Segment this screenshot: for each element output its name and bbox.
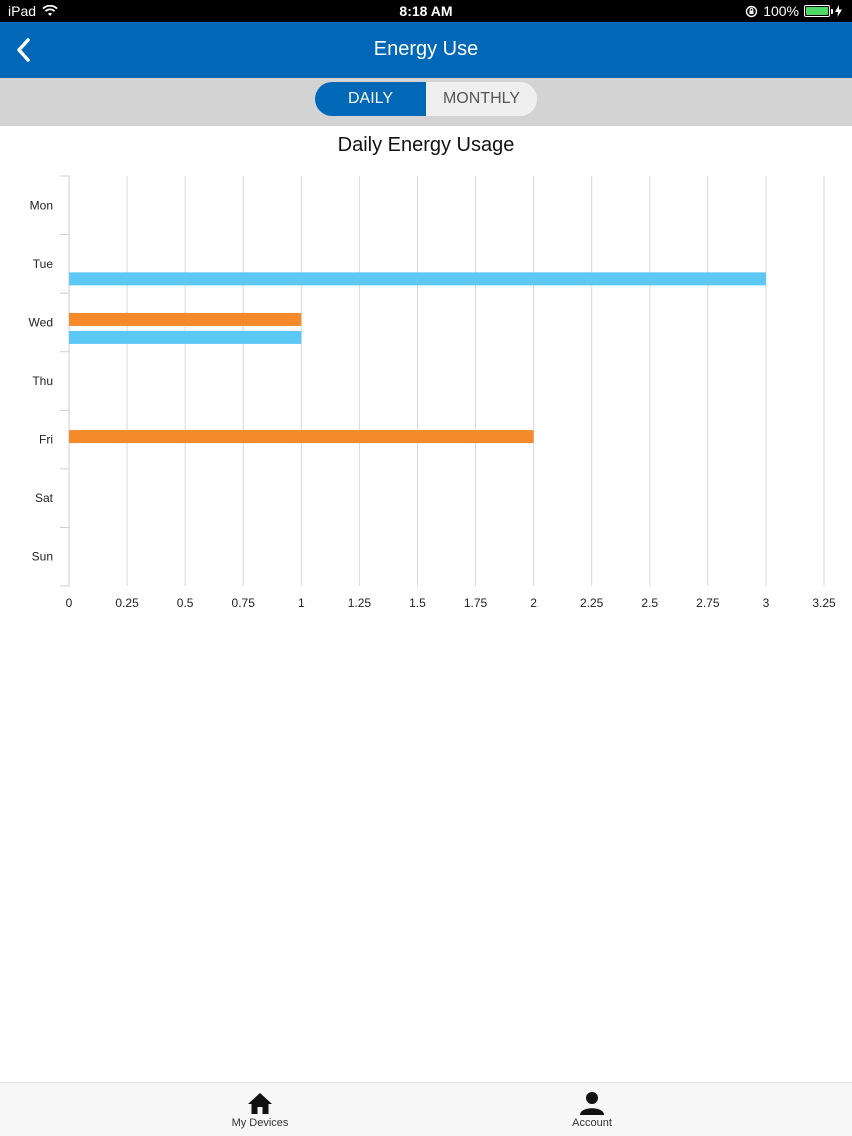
tab-account[interactable]: Account — [512, 1091, 672, 1129]
segment-daily[interactable]: DAILY — [315, 82, 426, 116]
bar — [69, 312, 302, 326]
home-icon — [248, 1093, 272, 1114]
battery-percent: 100% — [763, 3, 799, 19]
x-tick-label: 0 — [66, 596, 73, 610]
x-tick-label: 3.25 — [812, 596, 836, 610]
y-category-label: Tue — [33, 257, 54, 271]
y-category-label: Thu — [32, 374, 53, 388]
bar — [69, 430, 534, 444]
x-tick-label: 1.25 — [348, 596, 372, 610]
y-category-label: Sat — [35, 491, 54, 505]
battery-icon — [804, 5, 833, 17]
x-tick-label: 2.75 — [696, 596, 720, 610]
x-tick-label: 2.25 — [580, 596, 604, 610]
period-segmented-control: DAILY MONTHLY — [315, 82, 537, 116]
x-tick-label: 2 — [530, 596, 537, 610]
x-tick-label: 1.5 — [409, 596, 426, 610]
y-category-label: Wed — [29, 315, 53, 329]
x-tick-label: 0.25 — [115, 596, 139, 610]
orientation-lock-icon — [745, 5, 758, 17]
y-category-label: Mon — [30, 198, 53, 212]
energy-bar-chart: 0 0.25 0.5 0.75 1 1.25 1.5 1.75 2 2.25 2.5 2.75 3 3.2… — [29, 175, 836, 610]
x-tick-label: 2.5 — [641, 596, 658, 610]
device-label: iPad — [8, 3, 37, 19]
back-button[interactable] — [10, 34, 42, 66]
tab-my-devices-label: My Devices — [231, 1117, 289, 1129]
chart-title: Daily Energy Usage — [337, 134, 515, 156]
bar — [69, 330, 302, 344]
y-category-label: Sun — [32, 550, 53, 564]
x-tick-label: 0.5 — [177, 596, 194, 610]
segment-bar: DAILY MONTHLY — [0, 78, 852, 126]
tab-my-devices[interactable]: My Devices — [180, 1091, 340, 1129]
page-title: Energy Use — [373, 38, 479, 60]
tab-bar: My Devices Account — [0, 1082, 852, 1136]
y-category-label: Fri — [39, 433, 53, 447]
x-tick-label: 1.75 — [464, 596, 488, 610]
chevron-left-icon — [17, 38, 30, 62]
bar — [69, 272, 766, 286]
x-tick-label: 0.75 — [232, 596, 256, 610]
status-bar: iPad 8:18 AM 100% — [0, 0, 852, 22]
nav-bar: Energy Use — [0, 22, 852, 78]
charging-bolt-icon — [835, 5, 842, 17]
tab-account-label: Account — [572, 1117, 612, 1129]
status-time: 8:18 AM — [399, 3, 453, 19]
person-icon — [580, 1092, 604, 1115]
wifi-icon — [42, 5, 58, 16]
x-tick-label: 1 — [298, 596, 305, 610]
x-tick-label: 3 — [763, 596, 770, 610]
segment-monthly[interactable]: MONTHLY — [426, 82, 537, 116]
